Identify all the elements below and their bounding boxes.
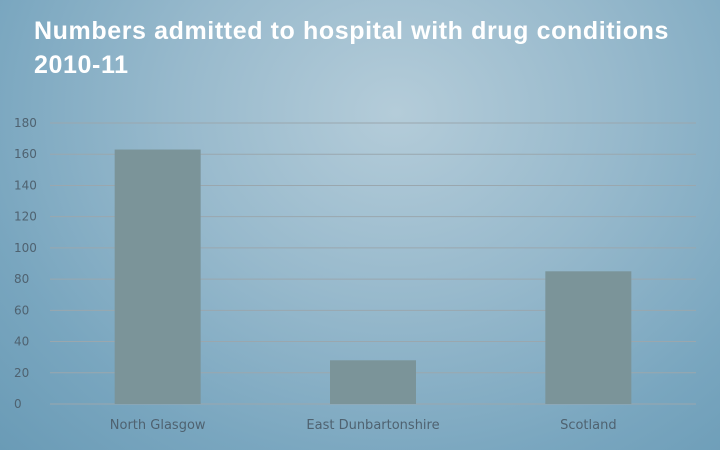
y-tick-label: 160 bbox=[14, 147, 37, 161]
x-axis-categories: North Glasgow East Dunbartonshire Scotland bbox=[110, 418, 617, 433]
y-tick-label: 180 bbox=[14, 116, 37, 130]
x-category-label: North Glasgow bbox=[110, 418, 206, 433]
chart-title: Numbers admitted to hospital with drug c… bbox=[34, 17, 669, 79]
bar-east-dunbartonshire bbox=[330, 360, 416, 404]
bar-north-glasgow bbox=[114, 149, 201, 404]
y-tick-label: 60 bbox=[14, 303, 29, 317]
bar-scotland bbox=[545, 271, 632, 404]
y-tick-label: 80 bbox=[14, 272, 29, 286]
x-category-label: Scotland bbox=[560, 418, 617, 433]
y-tick-label: 40 bbox=[14, 335, 29, 349]
y-tick-label: 0 bbox=[14, 397, 22, 411]
bars bbox=[114, 149, 632, 404]
y-axis-ticks: 0 20 40 60 80 100 120 140 160 180 bbox=[14, 116, 37, 411]
y-tick-label: 120 bbox=[14, 210, 37, 224]
y-tick-label: 20 bbox=[14, 366, 29, 380]
y-tick-label: 100 bbox=[14, 241, 37, 255]
y-tick-label: 140 bbox=[14, 178, 37, 192]
x-category-label: East Dunbartonshire bbox=[306, 418, 439, 433]
